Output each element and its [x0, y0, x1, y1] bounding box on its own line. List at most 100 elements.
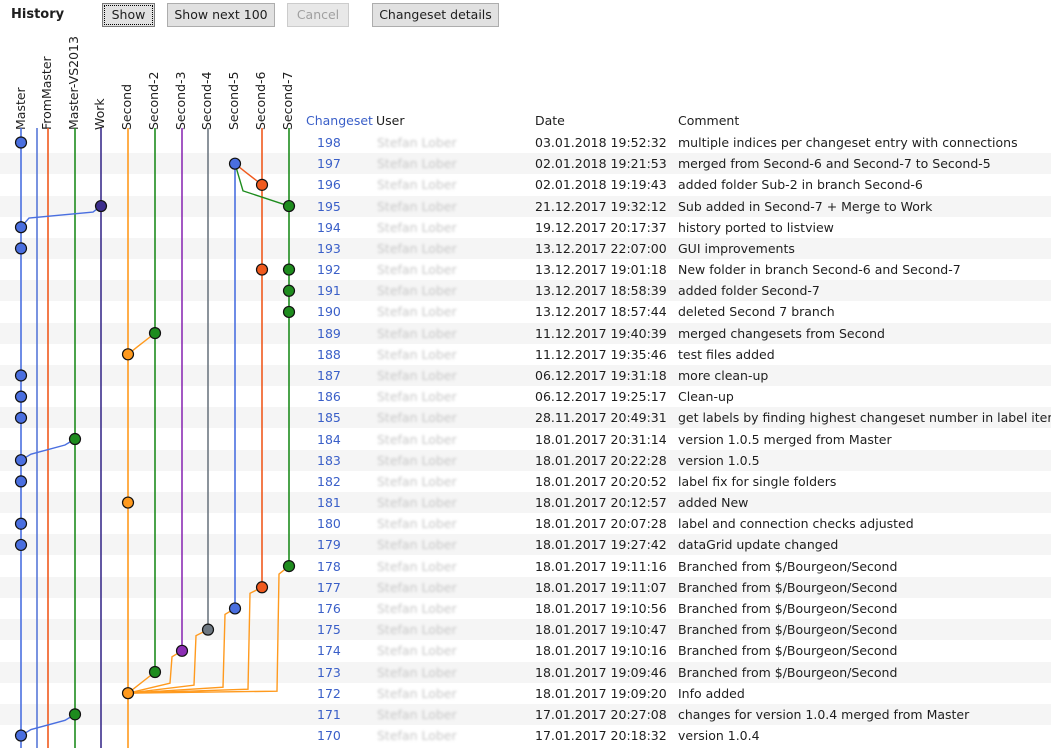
changeset-node[interactable] [14, 411, 28, 424]
comment-cell: added folder Second-7 [678, 283, 820, 299]
changeset-node[interactable] [121, 687, 135, 700]
changeset-link[interactable]: 174 [317, 643, 341, 659]
merge-connector [234, 163, 290, 207]
table-row[interactable]: 176 Stefan Lober 18.01.2017 19:10:56 Branch… [0, 598, 1051, 619]
changeset-node[interactable] [282, 559, 296, 573]
user-cell: Stefan Lober [377, 537, 457, 553]
date-cell: 18.01.2017 19:10:47 [535, 622, 667, 638]
table-row[interactable]: 198 Stefan Lober 03.01.2018 19:52:32 multip… [0, 132, 1051, 153]
changeset-link[interactable]: 194 [317, 219, 341, 235]
cancel-button[interactable]: Cancel [287, 3, 349, 27]
changeset-link[interactable]: 179 [317, 537, 341, 553]
changeset-node[interactable] [255, 581, 269, 594]
changeset-link[interactable]: 180 [317, 516, 341, 532]
changeset-link[interactable]: 172 [317, 685, 341, 701]
changeset-node[interactable] [14, 221, 28, 234]
table-row[interactable]: 175 Stefan Lober 18.01.2017 19:10:47 Branch… [0, 619, 1051, 641]
changeset-link[interactable]: 182 [317, 473, 341, 489]
table-row[interactable]: 170 Stefan Lober 17.01.2017 20:18:32 versio… [0, 725, 1051, 746]
changeset-node[interactable] [228, 602, 242, 615]
table-row[interactable]: 180 Stefan Lober 18.01.2017 20:07:28 label … [0, 513, 1051, 534]
changeset-link[interactable]: 183 [317, 452, 341, 468]
table-row[interactable]: 194 Stefan Lober 19.12.2017 20:17:37 histor… [0, 217, 1051, 238]
changeset-node[interactable] [201, 623, 215, 636]
changeset-node[interactable] [14, 538, 28, 552]
changeset-node[interactable] [14, 390, 28, 403]
changeset-node[interactable] [255, 263, 269, 276]
changeset-link[interactable]: 188 [317, 346, 341, 362]
table-row[interactable]: 174 Stefan Lober 18.01.2017 19:10:16 Branch… [0, 640, 1051, 661]
comment-cell: Branched from $/Bourgeon/Second [678, 622, 898, 638]
changeset-link[interactable]: 184 [317, 431, 341, 447]
table-row[interactable]: 190 Stefan Lober 13.12.2017 18:57:44 delete… [0, 301, 1051, 322]
changeset-link[interactable]: 175 [317, 622, 341, 638]
table-row[interactable]: 178 Stefan Lober 18.01.2017 19:11:16 Branch… [0, 556, 1051, 577]
changeset-link[interactable]: 195 [317, 198, 341, 214]
changeset-link[interactable]: 190 [317, 304, 341, 320]
changeset-node[interactable] [68, 708, 82, 721]
changeset-node[interactable] [14, 729, 28, 742]
date-cell: 06.12.2017 19:25:17 [535, 389, 667, 405]
changeset-node[interactable] [282, 263, 296, 276]
changeset-node[interactable] [228, 157, 242, 170]
date-cell: 13.12.2017 18:57:44 [535, 304, 667, 320]
table-row[interactable]: 171 Stefan Lober 17.01.2017 20:27:08 change… [0, 703, 1051, 725]
column-header-changeset[interactable]: Changeset [306, 113, 373, 128]
changeset-link[interactable]: 189 [317, 325, 341, 341]
column-header-user[interactable]: User [376, 113, 405, 128]
date-cell: 18.01.2017 19:09:20 [535, 685, 667, 701]
changeset-link[interactable]: 187 [317, 367, 341, 383]
changeset-node[interactable] [148, 327, 162, 340]
changeset-node[interactable] [14, 369, 28, 382]
user-cell: Stefan Lober [377, 579, 457, 595]
comment-cell: changes for version 1.0.4 merged from Ma… [678, 706, 970, 722]
table-row[interactable]: 184 Stefan Lober 18.01.2017 20:31:14 versio… [0, 429, 1051, 450]
changeset-node[interactable] [14, 454, 28, 467]
table-row[interactable]: 172 Stefan Lober 18.01.2017 19:09:20 Info a… [0, 683, 1051, 704]
changeset-node[interactable] [148, 665, 162, 679]
changeset-details-button[interactable]: Changeset details [372, 3, 499, 27]
changeset-link[interactable]: 192 [317, 262, 341, 278]
changeset-node[interactable] [14, 136, 28, 149]
changeset-node[interactable] [14, 242, 28, 255]
date-cell: 18.01.2017 19:09:46 [535, 664, 667, 680]
changeset-link[interactable]: 173 [317, 664, 341, 680]
changeset-link[interactable]: 176 [317, 600, 341, 616]
changeset-link[interactable]: 193 [317, 240, 341, 256]
user-cell: Stefan Lober [377, 452, 457, 468]
changeset-node[interactable] [14, 517, 28, 530]
changeset-node[interactable] [94, 199, 108, 213]
table-row[interactable]: 173 Stefan Lober 18.01.2017 19:09:46 Branch… [0, 661, 1051, 683]
changeset-link[interactable]: 185 [317, 410, 341, 426]
changeset-node[interactable] [68, 432, 82, 446]
changeset-link[interactable]: 197 [317, 156, 341, 172]
changeset-link[interactable]: 186 [317, 389, 341, 405]
table-row[interactable]: 192 Stefan Lober 13.12.2017 19:01:18 New fo… [0, 259, 1051, 280]
column-header-date[interactable]: Date [535, 113, 565, 128]
changeset-node[interactable] [282, 305, 296, 319]
changeset-node[interactable] [121, 496, 135, 509]
changeset-link[interactable]: 181 [317, 495, 341, 511]
changeset-link[interactable]: 177 [317, 579, 341, 595]
changeset-link[interactable]: 198 [317, 135, 341, 150]
table-row[interactable]: 186 Stefan Lober 06.12.2017 19:25:17 Clean-… [0, 386, 1051, 407]
changeset-node[interactable] [121, 348, 135, 361]
changeset-node[interactable] [175, 644, 189, 657]
user-cell: Stefan Lober [377, 643, 457, 659]
table-row[interactable]: 182 Stefan Lober 18.01.2017 20:20:52 label … [0, 471, 1051, 492]
changeset-link[interactable]: 170 [317, 728, 341, 744]
changeset-link[interactable]: 171 [317, 706, 341, 722]
changeset-link[interactable]: 191 [317, 283, 341, 299]
changeset-link[interactable]: 178 [317, 558, 341, 574]
changeset-node[interactable] [282, 199, 296, 213]
column-header-comment[interactable]: Comment [678, 113, 740, 128]
changeset-node[interactable] [14, 475, 28, 488]
show-next-100-button[interactable]: Show next 100 [167, 3, 275, 27]
changeset-node[interactable] [255, 178, 269, 191]
show-button[interactable]: Show [102, 3, 155, 27]
table-row[interactable]: 188 Stefan Lober 11.12.2017 19:35:46 test f… [0, 344, 1051, 365]
user-cell: Stefan Lober [377, 283, 457, 299]
changeset-node[interactable] [282, 284, 296, 297]
changeset-link[interactable]: 196 [317, 177, 341, 193]
table-row[interactable]: 196 Stefan Lober 02.01.2018 19:19:43 added … [0, 174, 1051, 195]
